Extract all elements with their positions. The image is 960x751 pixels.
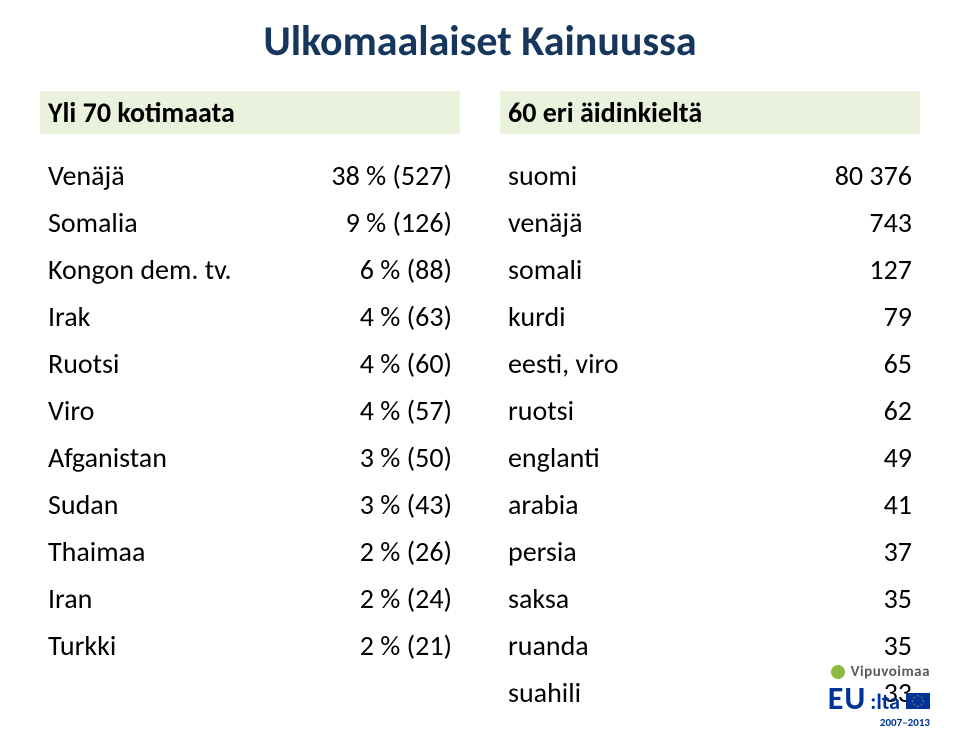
table-row: persia 37 <box>500 528 920 575</box>
row-value: 62 <box>884 393 912 428</box>
row-label: englanti <box>508 440 600 475</box>
eu-line: EU:lta <box>828 679 930 718</box>
table-row: suomi 80 376 <box>500 152 920 199</box>
left-column: Yli 70 kotimaata Venäjä 38 % (527) Somalia… <box>40 91 460 716</box>
row-label: eesti, viro <box>508 346 619 381</box>
row-label: Kongon dem. tv. <box>48 252 232 287</box>
row-label: suomi <box>508 158 577 193</box>
row-value: 743 <box>869 205 912 240</box>
table-row: kurdi 79 <box>500 293 920 340</box>
row-label: Venäjä <box>48 158 125 193</box>
eu-text-small: :lta <box>870 688 900 715</box>
row-label: Afganistan <box>48 440 167 475</box>
table-row: Afganistan 3 % (50) <box>40 434 460 481</box>
table-row: englanti 49 <box>500 434 920 481</box>
right-column-header: 60 eri äidinkieltä <box>500 91 920 134</box>
row-label: Somalia <box>48 205 138 240</box>
row-label: saksa <box>508 581 569 616</box>
row-value: 3 % (43) <box>360 487 452 522</box>
row-value: 4 % (60) <box>360 346 452 381</box>
row-label: Thaimaa <box>48 534 145 569</box>
row-value: 38 % (527) <box>331 158 452 193</box>
row-label: Viro <box>48 393 94 428</box>
row-label: arabia <box>508 487 579 522</box>
row-value: 37 <box>884 534 912 569</box>
row-label: persia <box>508 534 577 569</box>
table-row: Sudan 3 % (43) <box>40 481 460 528</box>
table-row: venäjä 743 <box>500 199 920 246</box>
left-rows: Venäjä 38 % (527) Somalia 9 % (126) Kongon d… <box>40 152 460 669</box>
row-value: 9 % (126) <box>346 205 452 240</box>
row-label: ruotsi <box>508 393 574 428</box>
row-label: Iran <box>48 581 92 616</box>
eu-flag-icon <box>906 693 930 709</box>
row-value: 65 <box>884 346 912 381</box>
table-row: arabia 41 <box>500 481 920 528</box>
table-row: Ruotsi 4 % (60) <box>40 340 460 387</box>
left-column-header: Yli 70 kotimaata <box>40 91 460 134</box>
row-value: 35 <box>884 581 912 616</box>
table-row: Thaimaa 2 % (26) <box>40 528 460 575</box>
row-value: 2 % (24) <box>360 581 452 616</box>
logo-dot-icon <box>831 665 845 679</box>
table-row: saksa 35 <box>500 575 920 622</box>
row-label: Ruotsi <box>48 346 119 381</box>
row-label: Turkki <box>48 628 116 663</box>
row-value: 80 376 <box>835 158 912 193</box>
row-value: 6 % (88) <box>360 252 452 287</box>
row-label: Irak <box>48 299 90 334</box>
row-value: 49 <box>884 440 912 475</box>
eu-text-big: EU <box>828 679 867 718</box>
table-row: Viro 4 % (57) <box>40 387 460 434</box>
right-column: 60 eri äidinkieltä suomi80 376venäjä743s… <box>500 91 920 716</box>
columns-container: Yli 70 kotimaata Venäjä 38 % (527) Somalia… <box>0 67 960 716</box>
table-row: Turkki 2 % (21) <box>40 622 460 669</box>
table-row: eesti, viro 65 <box>500 340 920 387</box>
table-row: ruotsi 62 <box>500 387 920 434</box>
table-row: ruanda 35 <box>500 622 920 669</box>
row-label: suahili <box>508 675 581 710</box>
row-value: 3 % (50) <box>360 440 452 475</box>
row-value: 35 <box>884 628 912 663</box>
row-value: 2 % (26) <box>360 534 452 569</box>
table-row: Iran 2 % (24) <box>40 575 460 622</box>
table-row: somali 127 <box>500 246 920 293</box>
row-label: somali <box>508 252 582 287</box>
row-value: 4 % (63) <box>360 299 452 334</box>
row-label: Sudan <box>48 487 118 522</box>
table-row: Kongon dem. tv. 6 % (88) <box>40 246 460 293</box>
page-title: Ulkomaalaiset Kainuussa <box>0 0 960 67</box>
row-value: 2 % (21) <box>360 628 452 663</box>
row-value: 127 <box>869 252 912 287</box>
row-label: ruanda <box>508 628 589 663</box>
footer-logo: Vipuvoimaa EU:lta 2007–2013 <box>828 663 930 729</box>
row-value: 4 % (57) <box>360 393 452 428</box>
row-label: kurdi <box>508 299 566 334</box>
row-value: 79 <box>884 299 912 334</box>
row-value: 41 <box>884 487 912 522</box>
table-row: Irak 4 % (63) <box>40 293 460 340</box>
table-row: Somalia 9 % (126) <box>40 199 460 246</box>
table-row: Venäjä 38 % (527) <box>40 152 460 199</box>
right-rows: suomi 80 376 venäjä 743 somali 127 kurdi 79 eest… <box>500 152 920 716</box>
row-label: venäjä <box>508 205 583 240</box>
